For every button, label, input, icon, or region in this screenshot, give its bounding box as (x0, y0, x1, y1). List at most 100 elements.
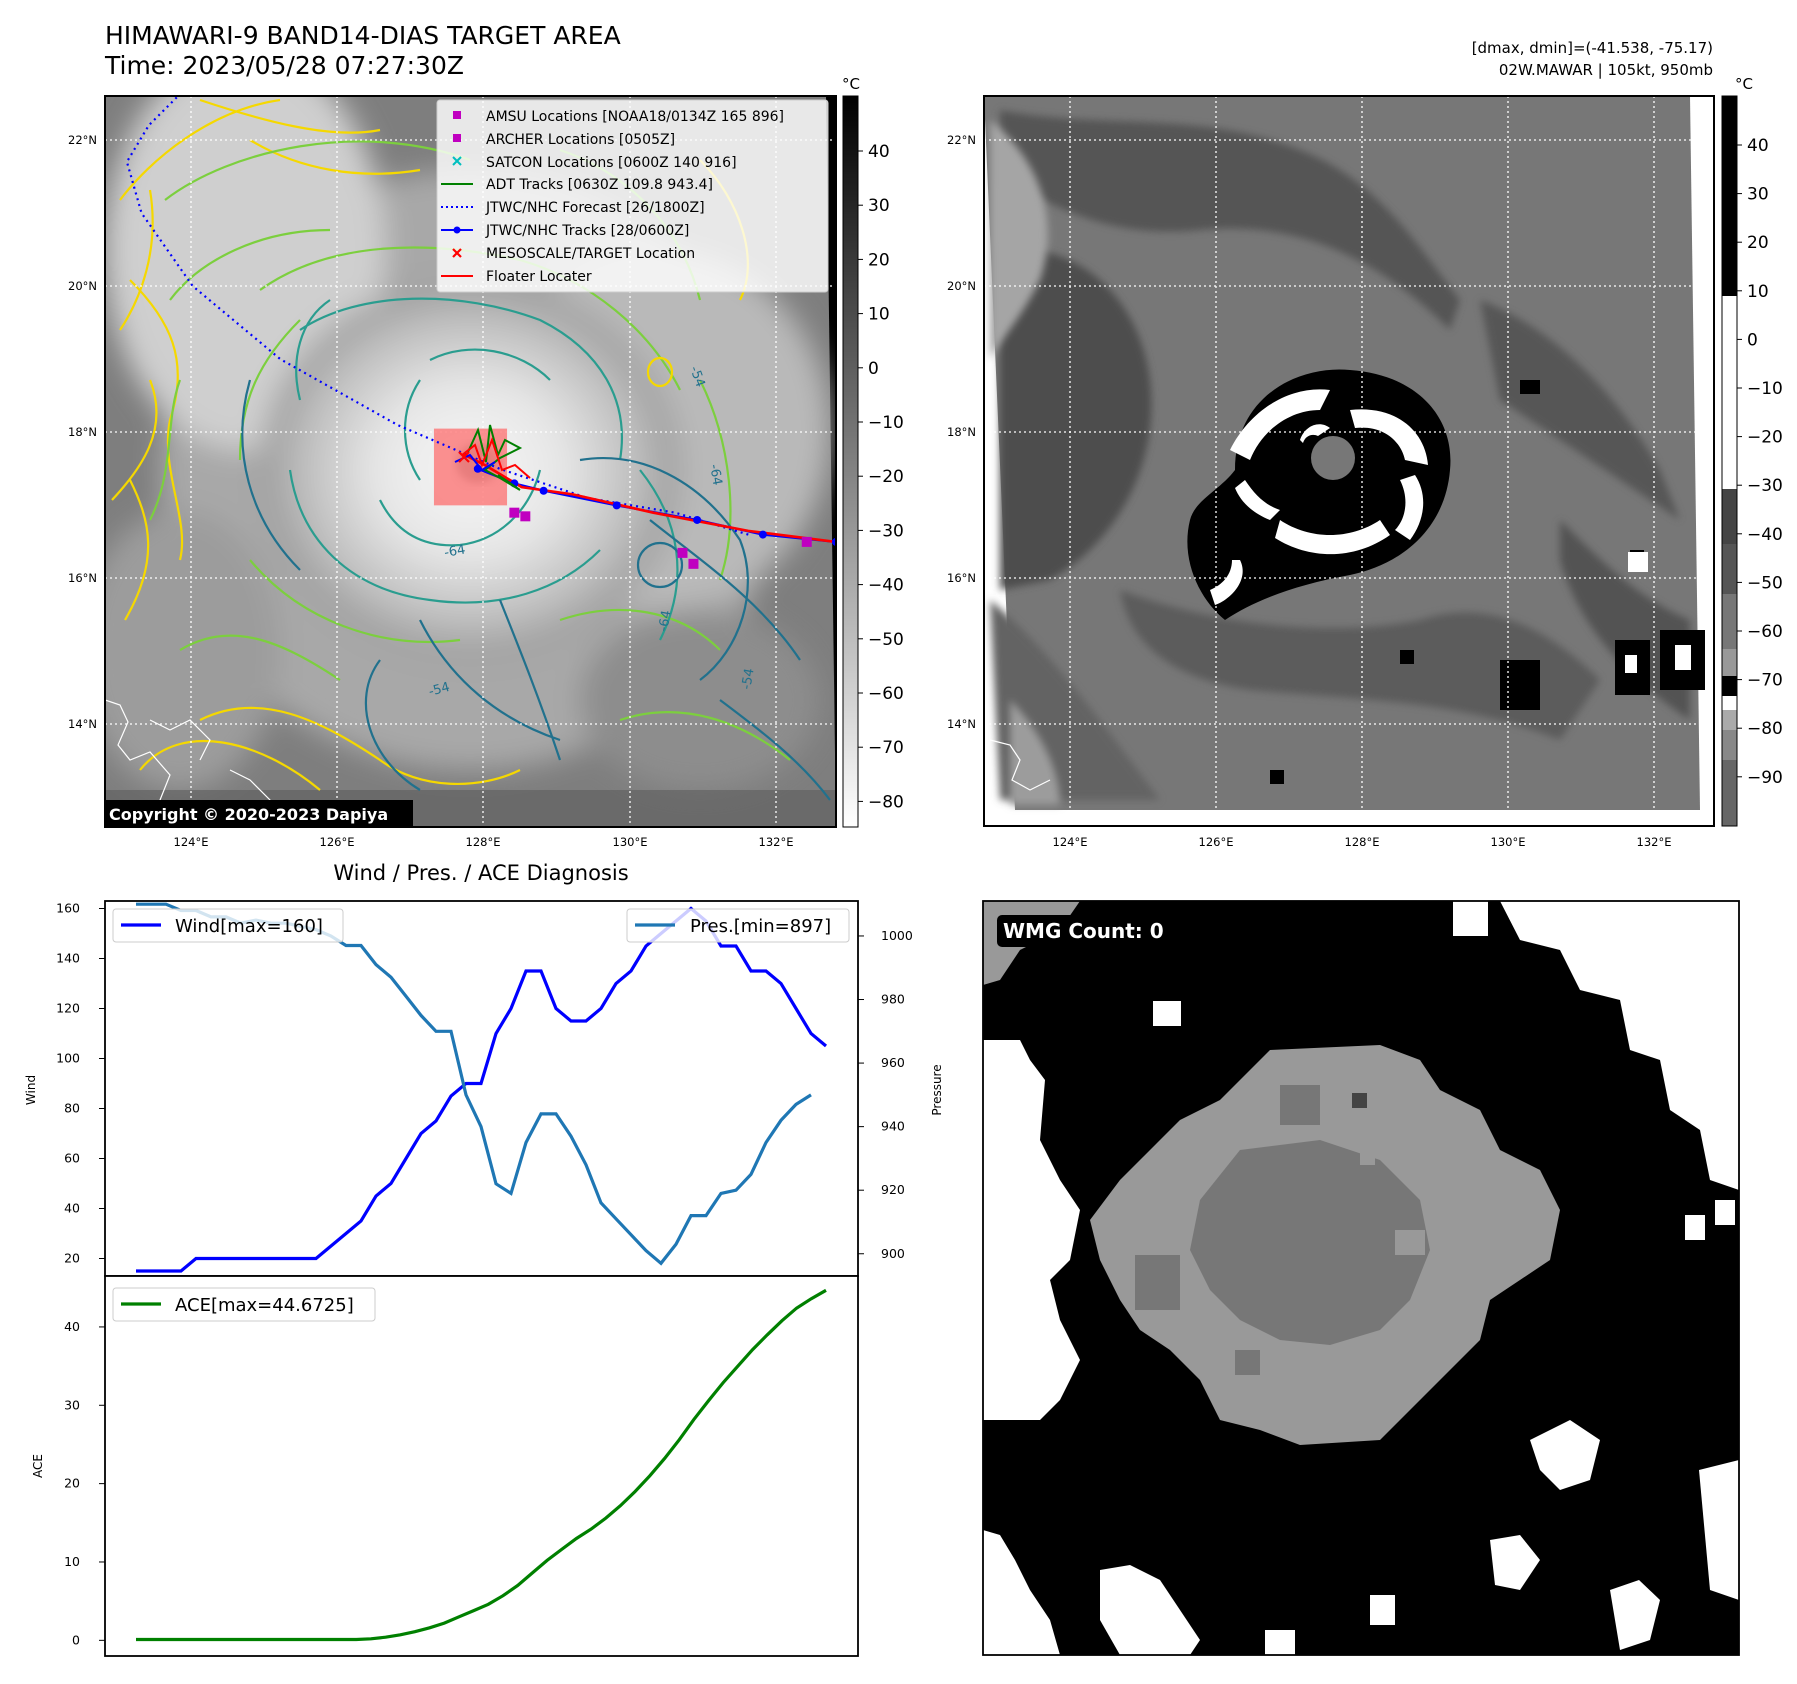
legend-satcon: SATCON Locations [0600Z 140 916] (452, 155, 737, 171)
ir-map-frame (104, 95, 837, 828)
wind-pressure-chart: 20 40 60 80 100 120 140 160 900 920 940 960 980 1000… (24, 900, 944, 1277)
pressure-tick-label: 1000 (881, 928, 913, 943)
lat-tick: 20°N (68, 279, 97, 293)
colorbar-tick-label: 40 (868, 142, 890, 162)
wind-axis-label: Wind (24, 1075, 38, 1105)
map-lat-ticks: 22°N 20°N 18°N 16°N 14°N (68, 133, 97, 731)
range-readout: [dmax, dmin]=(-41.538, -75.17) (1472, 39, 1713, 57)
ace-tick-label: 30 (64, 1397, 80, 1412)
cold-cell-cores (1625, 552, 1691, 673)
amsu-point (688, 558, 699, 569)
colorbar-tick-label: −40 (1747, 525, 1783, 545)
map2-lon-ticks: 124°E 126°E 128°E 130°E 132°E (1053, 835, 1672, 849)
ace-axis-label: ACE (31, 1454, 45, 1478)
colorbar-tick-label: 30 (868, 196, 890, 216)
legend-label: JTWC/NHC Tracks [28/0600Z] (485, 223, 689, 239)
legend-target: MESOSCALE/TARGET Location (452, 246, 695, 262)
legend-label: SATCON Locations [0600Z 140 916] (486, 155, 737, 171)
colorbar-tick-label: −80 (1747, 719, 1783, 739)
jtwc-forecast-track (125, 96, 749, 536)
wind-tick-label: 60 (64, 1151, 80, 1166)
jtwc-track-point (758, 530, 767, 539)
amsu-point (801, 536, 812, 547)
colorbar-tick-label: −10 (1747, 379, 1783, 399)
contour-label: -54 (427, 680, 451, 700)
colorbar-left: °C 40 30 20 10 0 −10 −20 −30 −40 −50 −60 −70 −80 (842, 75, 904, 828)
wmg-count-label: WMG Count: 0 (1003, 919, 1164, 943)
map-legend: AMSU Locations [NOAA18/0134Z 165 896] AR… (436, 99, 829, 293)
pressure-tick-label: 980 (881, 992, 905, 1007)
ace-tick-label: 20 (64, 1476, 80, 1491)
target-location-marker (458, 451, 470, 463)
wmg-panel: WMG Count: 0 (982, 900, 1740, 1656)
colorbar-tick-label: −90 (1747, 768, 1783, 788)
contour-label: -64 (443, 542, 467, 560)
lon-tick: 126°E (320, 835, 355, 849)
colorbar-unit: °C (1735, 75, 1753, 93)
wind-tick-label: 40 (64, 1201, 80, 1216)
ir-map-panel: -64 -54 -64 -54 -64 -54 (104, 95, 837, 828)
target-box (433, 428, 508, 506)
wind-tick-label: 80 (64, 1101, 80, 1116)
legend-label: MESOSCALE/TARGET Location (486, 246, 695, 262)
temperature-contours (111, 98, 831, 801)
colorbar-tick-label: −20 (868, 467, 904, 487)
colorbar-tick-label: −80 (868, 792, 904, 812)
pressure-tick-label: 960 (881, 1055, 905, 1070)
figure-time: Time: 2023/05/28 07:27:30Z (104, 51, 464, 80)
lon-tick: 130°E (613, 835, 648, 849)
colorbar-tick-label: −60 (868, 684, 904, 704)
wind-axis-ticks: 20 40 60 80 100 120 140 160 (56, 901, 105, 1266)
lat-tick: 14°N (947, 717, 976, 731)
lat-tick: 18°N (947, 425, 976, 439)
colorbar-tick-label: −70 (868, 738, 904, 758)
legend-amsu: AMSU Locations [NOAA18/0134Z 165 896] (453, 109, 784, 125)
figure-title: HIMAWARI-9 BAND14-DIAS TARGET AREA (105, 21, 621, 50)
lon-tick: 128°E (466, 835, 501, 849)
colorbar-tick-label: −50 (1747, 573, 1783, 593)
dias-map-panel (983, 95, 1715, 827)
amsu-point (520, 511, 531, 522)
jtwc-track-point (539, 486, 548, 495)
map2-lat-ticks: 22°N 20°N 18°N 16°N 14°N (947, 133, 976, 731)
legend-archer: ARCHER Locations [0505Z] (453, 132, 675, 148)
wind-tick-label: 120 (56, 1001, 80, 1016)
legend-label: JTWC/NHC Forecast [26/1800Z] (485, 200, 705, 216)
colorbar-tick-label: 10 (1747, 282, 1769, 302)
amsu-point (509, 507, 520, 518)
dias-map-frame (983, 95, 1715, 827)
ace-series-line (136, 1288, 827, 1642)
floater-track (462, 453, 836, 544)
coastline (989, 739, 1051, 791)
colorbar-tick-label: −50 (868, 630, 904, 650)
wind-legend: Wind[max=160] (112, 908, 344, 943)
legend-floater: Floater Locater (441, 269, 592, 285)
jtwc-track-point (693, 515, 702, 524)
pressure-tick-label: 900 (881, 1246, 905, 1261)
colorbar-unit: °C (842, 75, 860, 93)
ace-chart: 0 10 20 30 40 ACE ACE[max=44.6725] (31, 1275, 859, 1657)
map-lon-ticks: 124°E 126°E 128°E 130°E 132°E (174, 835, 794, 849)
diagnosis-title: Wind / Pres. / ACE Diagnosis (333, 861, 628, 885)
contour-labels: -64 -54 -64 -54 -64 -54 (427, 364, 757, 700)
ace-tick-label: 10 (64, 1554, 80, 1569)
pressure-axis-ticks: 900 920 940 960 980 1000 (858, 928, 913, 1261)
wind-tick-label: 100 (56, 1051, 80, 1066)
colorbar-tick-label: −30 (868, 521, 904, 541)
colorbar-tick-label: 20 (868, 250, 890, 270)
colorbar-tick-label: 30 (1747, 185, 1769, 205)
colorbar-tick-label: 0 (1747, 330, 1758, 350)
lat-tick: 14°N (68, 717, 97, 731)
colorbar-tick-label: 40 (1747, 136, 1769, 156)
lat-tick: 16°N (947, 571, 976, 585)
map-grid (984, 96, 1714, 826)
colorbar-tick-label: −10 (868, 413, 904, 433)
contour-label: -54 (739, 667, 757, 691)
colorbar-tick-label: −70 (1747, 671, 1783, 691)
dias-map-imagery (984, 96, 1714, 826)
legend-label: ARCHER Locations [0505Z] (486, 132, 675, 148)
wind-tick-label: 20 (64, 1251, 80, 1266)
amsu-point (677, 547, 688, 558)
pressure-tick-label: 940 (881, 1119, 905, 1134)
legend-label: ADT Tracks [0630Z 109.8 943.4] (486, 177, 713, 193)
